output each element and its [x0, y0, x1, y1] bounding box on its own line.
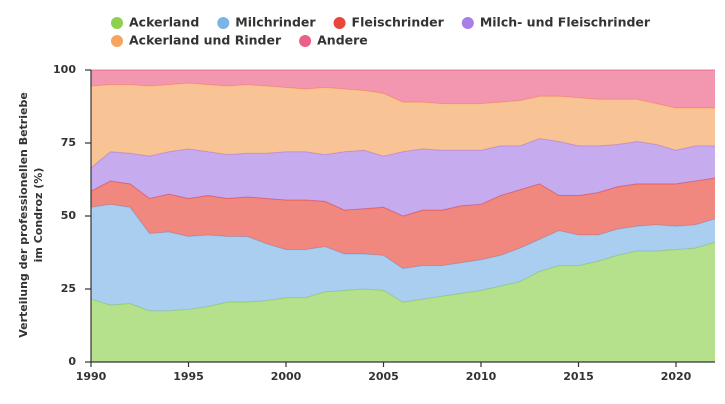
y-tick-label: 50 [61, 209, 77, 222]
areas [90, 69, 716, 362]
legend-label: Fleischrinder [352, 15, 445, 30]
y-tick-label: 75 [61, 136, 76, 149]
area [91, 83, 715, 168]
x-tick-label: 2020 [661, 370, 692, 383]
legend-marker [461, 17, 474, 29]
x-tick-label: 1990 [76, 370, 107, 383]
x-tick-label: 2005 [368, 370, 399, 383]
legend-marker [299, 35, 312, 47]
legend-label: Milchrinder [235, 15, 316, 30]
legend-item[interactable]: Fleischrinder [333, 15, 445, 30]
x-tick-label: 2015 [563, 370, 594, 383]
legend-label: Milch- und Fleischrinder [480, 15, 651, 30]
legend-item[interactable]: Ackerland und Rinder [111, 33, 282, 48]
x-tick-label: 2010 [466, 370, 497, 383]
y-tick-label: 0 [68, 355, 76, 368]
legend-label: Ackerland und Rinder [129, 33, 282, 48]
legend-item[interactable]: Milch- und Fleischrinder [461, 15, 651, 30]
legend-marker [111, 17, 123, 29]
y-tick-label: 25 [61, 282, 76, 295]
legend-label: Ackerland [129, 15, 199, 30]
area [91, 178, 715, 269]
x-tick-label: 2000 [271, 370, 302, 383]
legend-item[interactable]: Andere [299, 33, 368, 48]
legend-marker [111, 35, 123, 47]
y-tick-label: 100 [53, 63, 76, 76]
area [91, 70, 715, 108]
area [91, 138, 715, 216]
y-axis-label: Verteilung der professionellen Betriebe [17, 92, 30, 338]
legend-marker [217, 17, 230, 29]
x-tick-label: 1995 [173, 370, 204, 383]
legend-marker [333, 17, 346, 29]
legend-label: Andere [317, 33, 368, 48]
y-axis-label: im Condroz (%) [32, 168, 45, 263]
legend-item[interactable]: Ackerland [111, 15, 199, 30]
legend-item[interactable]: Milchrinder [217, 15, 316, 30]
